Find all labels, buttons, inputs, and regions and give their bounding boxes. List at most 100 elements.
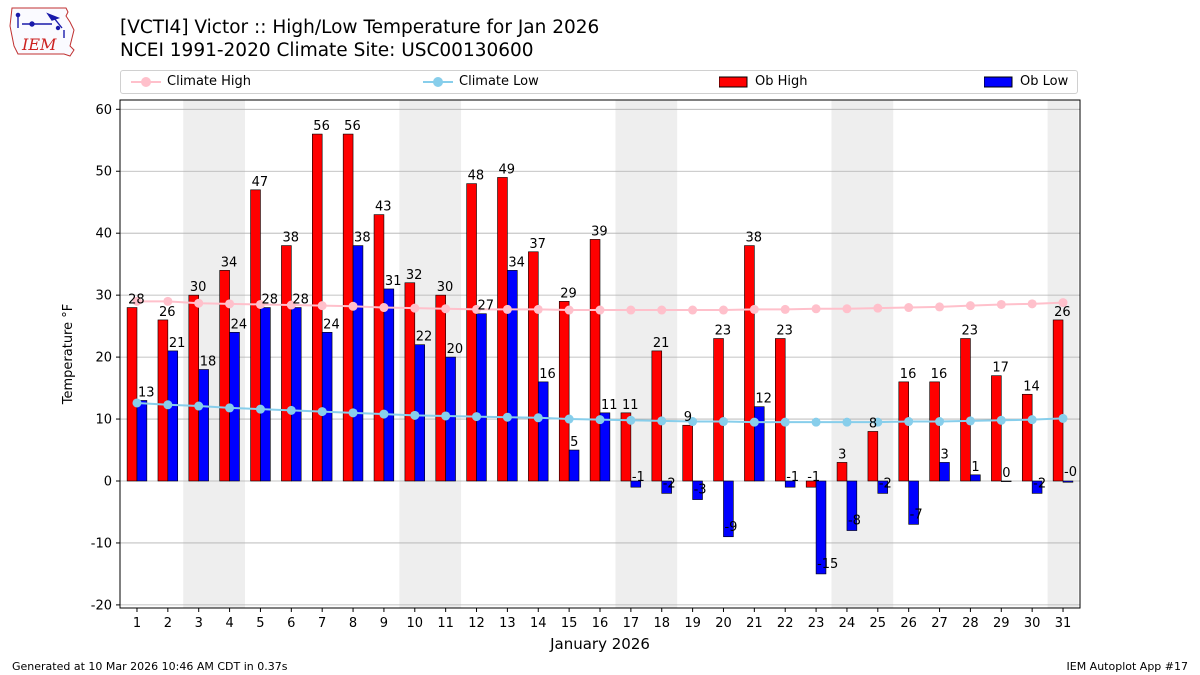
weekend-shade [615,100,678,608]
ob-low-bar [1000,480,1012,482]
climate-high-point [441,304,451,314]
x-tick-label: 22 [777,616,794,631]
climate-low-point [688,417,698,427]
climate-low-point [163,400,173,410]
ob-high-bar [466,183,477,482]
ob-low-bar [970,474,981,482]
climate-high-point [533,304,543,314]
ob-low-bar [754,406,765,482]
ob-high-bar [558,301,570,482]
climate-low-point [348,408,358,418]
app-footer: IEM Autoplot App #17 [1066,660,1189,673]
ob-high-label: 56 [313,119,330,134]
ob-low-label: 5 [570,435,578,450]
x-tick-label: 20 [715,616,732,631]
ob-high-bar [126,307,138,482]
legend-ob-low: Ob Low [983,74,1068,89]
ob-low-label: -1 [786,470,799,485]
ob-high-bar [836,462,848,482]
y-tick-label: 40 [95,227,112,242]
ob-low-label: 0 [1002,466,1010,481]
ob-high-bar [682,424,693,482]
x-tick-label: 10 [407,616,424,631]
ob-low-bar [939,462,950,482]
ob-high-label: 3 [838,447,846,462]
ob-high-label: 32 [406,268,423,283]
x-tick-label: 4 [225,616,233,631]
x-tick-label: 25 [870,616,887,631]
x-tick-label: 7 [318,616,326,631]
y-tick-label: 20 [95,351,112,366]
ob-low-bar [784,480,796,488]
x-tick-label: 12 [468,616,485,631]
ob-high-label: 23 [715,324,732,339]
legend-climate-low: Climate Low [423,74,539,89]
climate-low-point [255,404,265,414]
ob-high-label: 30 [437,280,454,295]
ob-low-bar [167,350,179,482]
legend-climate-high: Climate High [131,74,251,89]
ob-high-label: -1 [807,470,820,485]
x-tick-label: 2 [164,616,172,631]
climate-low-point [1027,415,1037,425]
ob-high-label: 30 [190,280,207,295]
climate-low-point [1058,413,1068,423]
generated-footer: Generated at 10 Mar 2026 10:46 AM CDT in… [12,660,288,673]
x-tick-label: 27 [931,616,948,631]
x-tick-label: 13 [499,616,516,631]
ob-high-bar [497,177,508,482]
ob-low-bar [877,480,888,494]
ob-low-bar [507,270,518,482]
x-tick-label: 16 [592,616,609,631]
ob-low-bar [815,480,827,575]
x-tick-label: 5 [256,616,264,631]
ob-low-label: 20 [447,342,464,357]
y-tick-label: 60 [95,103,112,118]
climate-high-point [935,302,945,312]
ob-high-bar [589,239,601,482]
ob-high-label: 16 [931,367,948,382]
ob-low-label: 34 [508,255,525,270]
ob-low-bar [599,412,611,482]
ob-high-label: 47 [252,175,269,190]
ob-high-bar [1021,393,1033,482]
climate-high-point [996,299,1006,309]
ob-high-bar [1052,319,1064,482]
x-tick-label: 11 [437,616,454,631]
y-tick-label: 0 [104,475,112,490]
ob-low-label: -8 [848,514,861,529]
ob-high-bar [898,381,909,482]
ob-low-bar [136,400,148,482]
climate-low-point [379,409,389,419]
ob-low-bar [692,480,703,500]
y-axis-label: Temperature °F [61,304,76,405]
ob-low-bar [661,480,672,494]
x-tick-label: 6 [287,616,295,631]
ob-high-label: 49 [499,162,516,177]
climate-low-point [225,403,235,413]
ob-high-bar [713,338,724,482]
ob-low-label: 27 [478,299,495,314]
ob-low-bar [352,245,364,482]
climate-high-point [502,304,512,314]
ob-high-bar [528,251,539,482]
ob-low-label: 21 [169,336,186,351]
ob-low-bar [321,332,333,482]
ob-high-label: 26 [159,305,176,320]
ob-low-bar [1031,480,1043,494]
iem-logo: IEM [9,7,75,57]
climate-low-point [718,417,728,427]
ob-low-label: 22 [416,330,433,345]
climate-low-point [935,417,945,427]
climate-low-point [842,417,852,427]
legend-label: Climate Low [459,74,539,89]
x-tick-label: 23 [808,616,825,631]
climate-high-point [626,305,636,315]
y-tick-label: -10 [91,536,112,551]
x-tick-label: 24 [839,616,856,631]
ob-high-label: 9 [684,410,692,425]
ob-low-label: 28 [292,293,309,308]
ob-high-label: 23 [776,324,793,339]
x-tick-label: 30 [1024,616,1041,631]
climate-high-point [1027,299,1037,309]
